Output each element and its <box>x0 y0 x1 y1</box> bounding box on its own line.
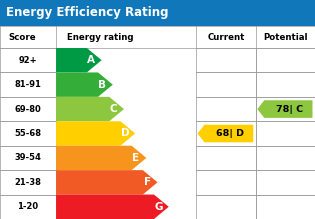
Text: D: D <box>121 129 129 138</box>
Polygon shape <box>56 194 169 219</box>
Polygon shape <box>56 97 124 121</box>
Text: Score: Score <box>9 32 36 41</box>
Polygon shape <box>257 100 312 118</box>
Text: 81-91: 81-91 <box>14 80 42 89</box>
Polygon shape <box>56 121 135 146</box>
Text: Potential: Potential <box>263 32 308 41</box>
Text: B: B <box>99 80 106 90</box>
Text: 55-68: 55-68 <box>14 129 42 138</box>
Text: 69-80: 69-80 <box>15 104 41 114</box>
Polygon shape <box>56 146 146 170</box>
Polygon shape <box>198 125 253 142</box>
Text: 68| D: 68| D <box>216 129 244 138</box>
Text: 39-54: 39-54 <box>14 154 42 162</box>
Polygon shape <box>56 170 158 194</box>
Text: G: G <box>154 202 163 212</box>
Bar <box>0 0 315 26</box>
Text: E: E <box>133 153 140 163</box>
Text: A: A <box>87 55 95 65</box>
Text: 21-38: 21-38 <box>14 178 42 187</box>
Polygon shape <box>56 48 102 72</box>
Text: Energy rating: Energy rating <box>67 32 134 41</box>
Text: F: F <box>144 177 151 187</box>
Text: 78| C: 78| C <box>276 104 304 114</box>
Text: 1-20: 1-20 <box>17 202 39 211</box>
Text: 92+: 92+ <box>19 56 37 65</box>
Text: Current: Current <box>207 32 244 41</box>
Polygon shape <box>56 72 113 97</box>
Text: C: C <box>110 104 117 114</box>
Text: Energy Efficiency Rating: Energy Efficiency Rating <box>6 6 169 19</box>
